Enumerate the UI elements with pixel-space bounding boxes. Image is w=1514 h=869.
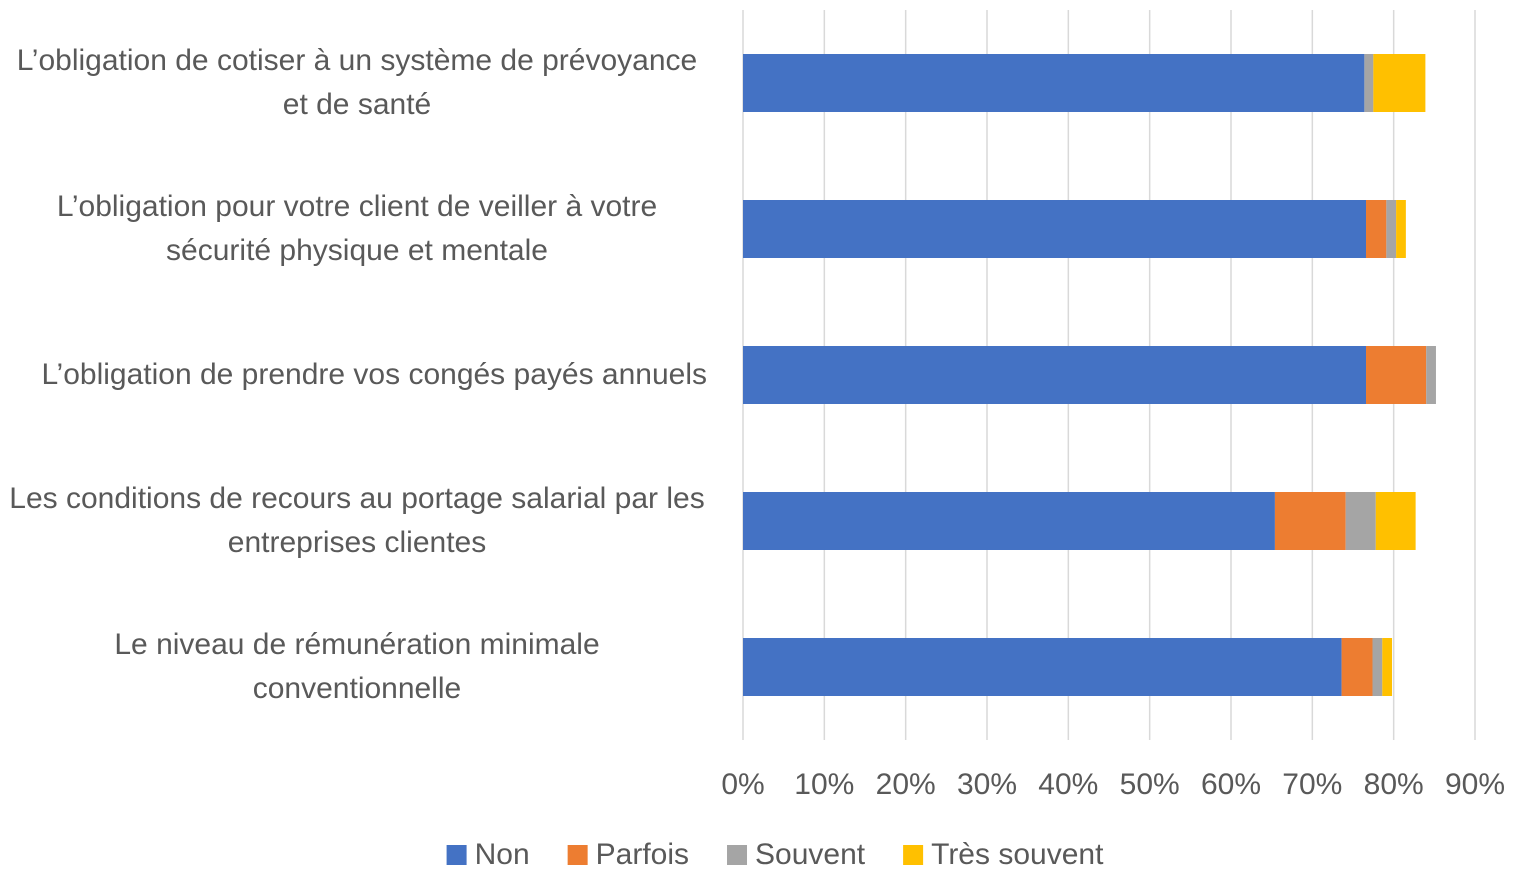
bar-segment <box>1396 200 1406 258</box>
bar-segment <box>743 200 1367 258</box>
legend-swatch <box>446 845 467 865</box>
bar-segment <box>743 54 1365 112</box>
y-tick-label: Les conditions de recours au portage sal… <box>9 482 705 559</box>
bar-segment <box>1372 638 1383 696</box>
x-tick-label: 30% <box>957 768 1017 801</box>
legend-swatch <box>727 845 748 865</box>
bar-segment <box>1386 200 1397 258</box>
x-tick-label: 0% <box>721 768 764 801</box>
x-tick-label: 50% <box>1120 768 1180 801</box>
bar-segment <box>1366 200 1387 258</box>
bar-segment <box>1426 346 1436 404</box>
x-tick-label: 10% <box>794 768 854 801</box>
legend-label: Parfois <box>596 838 689 869</box>
bar-segment <box>1345 492 1376 550</box>
x-tick-label: 70% <box>1282 768 1342 801</box>
x-tick-label: 20% <box>876 768 936 801</box>
y-tick-label: L’obligation de cotiser à un système de … <box>16 44 698 121</box>
x-tick-label: 90% <box>1445 768 1505 801</box>
bar-segment <box>1375 492 1416 550</box>
x-tick-label: 60% <box>1201 768 1261 801</box>
bar-segment <box>743 638 1342 696</box>
legend-swatch <box>567 845 588 865</box>
bar-segment <box>1274 492 1346 550</box>
bar-segment <box>1373 54 1426 112</box>
legend-label: Souvent <box>755 838 866 869</box>
bar-segment <box>743 492 1275 550</box>
legend-label: Très souvent <box>931 838 1104 869</box>
bar-segment <box>1382 638 1393 696</box>
bar-segment <box>1364 54 1374 112</box>
legend-swatch <box>903 845 924 865</box>
bar-segment <box>743 346 1367 404</box>
bar-segment <box>1341 638 1373 696</box>
y-tick-label: L’obligation de prendre vos congés payés… <box>41 358 707 391</box>
x-tick-label: 40% <box>1038 768 1098 801</box>
bar-segment <box>1366 346 1427 404</box>
x-tick-label: 80% <box>1364 768 1424 801</box>
legend-label: Non <box>475 838 530 869</box>
y-tick-label: Le niveau de rémunération minimale conve… <box>114 628 600 705</box>
y-tick-label: L’obligation pour votre client de veille… <box>56 190 658 267</box>
